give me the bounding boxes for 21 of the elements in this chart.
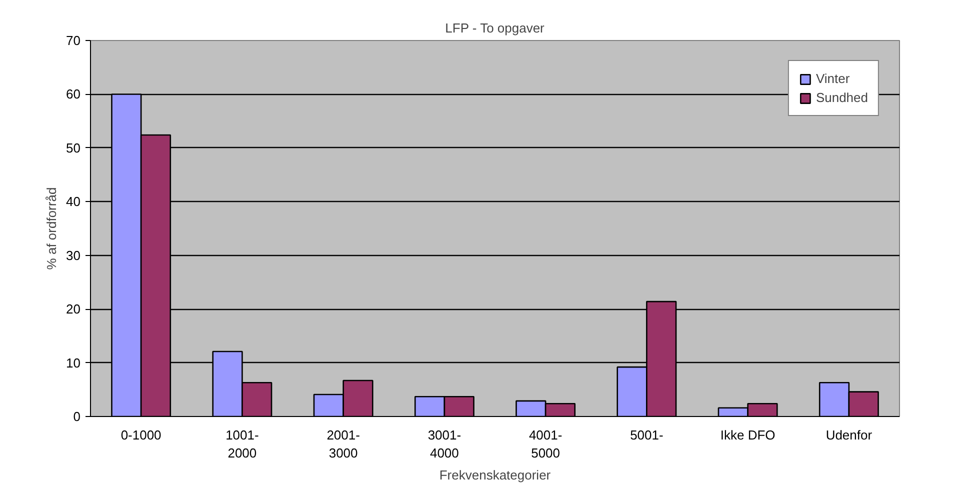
y-tick-label: 60 [66, 86, 81, 102]
x-axis-title: Frekvenskategorier [439, 468, 552, 482]
y-axis-title: % af ordforråd [44, 187, 60, 270]
y-tick-label: 0 [73, 409, 81, 424]
legend-label: Vinter [816, 71, 850, 86]
y-tick-label: 30 [66, 248, 81, 263]
x-tick-label: 5001- [630, 428, 664, 442]
y-tick-label: 70 [66, 33, 81, 48]
y-tick-label: 20 [66, 302, 81, 317]
x-tick-label: 2001- 3000 [326, 428, 360, 460]
x-tick-label: 3001- 4000 [428, 428, 462, 460]
x-tick-label: Udenfor [826, 428, 873, 442]
x-tick-label: Ikke DFO [720, 428, 776, 442]
y-tick-label: 10 [66, 355, 81, 370]
y-tick-label: 50 [66, 140, 81, 156]
x-tick-label: 4001- 5000 [528, 428, 562, 460]
chart-title: LFP - To opgaver [445, 20, 546, 36]
legend-label: Sundhed [816, 90, 868, 105]
y-tick-label: 40 [66, 194, 81, 210]
x-tick-label: 1001- 2000 [226, 428, 259, 460]
x-tick-label: 0-1000 [120, 428, 162, 442]
